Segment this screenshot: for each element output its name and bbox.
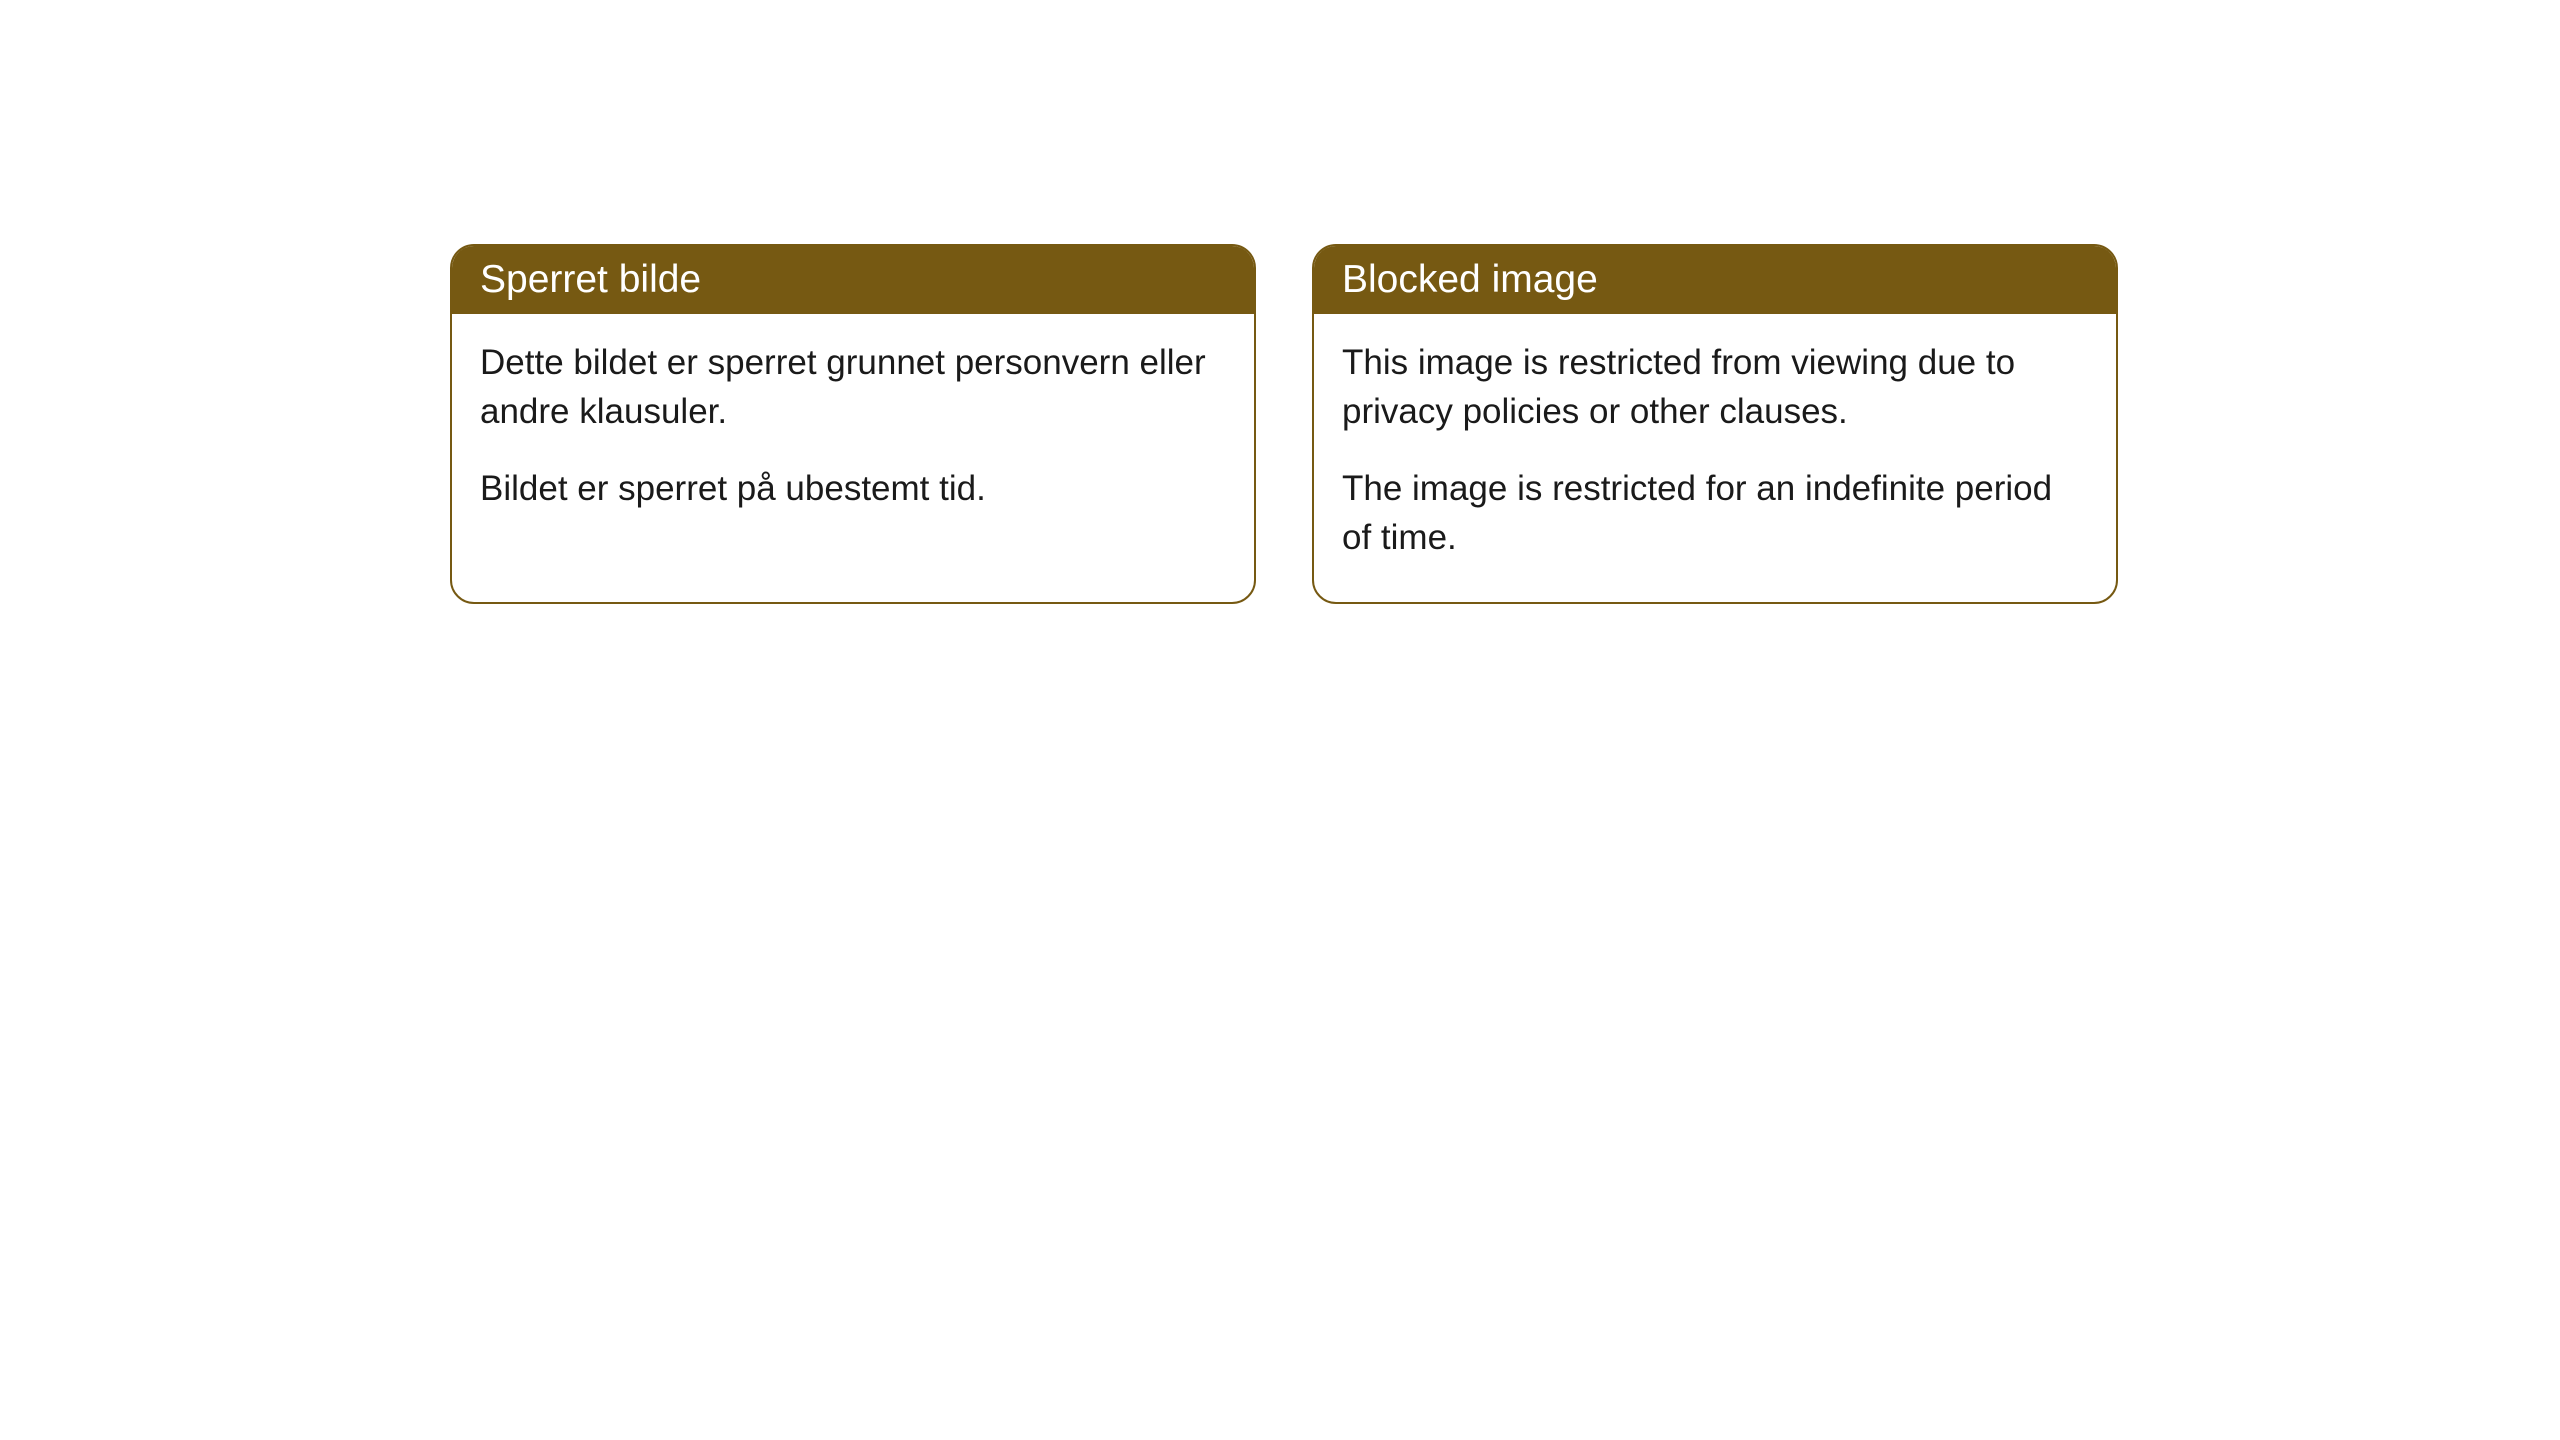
card-title-norwegian: Sperret bilde xyxy=(480,258,701,301)
card-header-english: Blocked image xyxy=(1314,246,2116,314)
card-body-norwegian: Dette bildet er sperret grunnet personve… xyxy=(452,314,1254,553)
notice-card-norwegian: Sperret bilde Dette bildet er sperret gr… xyxy=(450,244,1256,604)
card-paragraph-2-english: The image is restricted for an indefinit… xyxy=(1342,464,2088,562)
notice-cards-container: Sperret bilde Dette bildet er sperret gr… xyxy=(450,244,2118,604)
notice-card-english: Blocked image This image is restricted f… xyxy=(1312,244,2118,604)
card-body-english: This image is restricted from viewing du… xyxy=(1314,314,2116,602)
card-paragraph-1-english: This image is restricted from viewing du… xyxy=(1342,338,2088,436)
card-paragraph-2-norwegian: Bildet er sperret på ubestemt tid. xyxy=(480,464,1226,513)
card-header-norwegian: Sperret bilde xyxy=(452,246,1254,314)
card-title-english: Blocked image xyxy=(1342,258,1598,301)
card-paragraph-1-norwegian: Dette bildet er sperret grunnet personve… xyxy=(480,338,1226,436)
